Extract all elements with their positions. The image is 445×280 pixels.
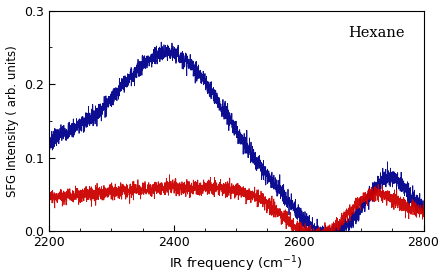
X-axis label: IR frequency (cm$^{-1}$): IR frequency (cm$^{-1}$) <box>170 255 303 274</box>
Y-axis label: SFG Intensity ( arb. units): SFG Intensity ( arb. units) <box>5 45 19 197</box>
Text: Hexane: Hexane <box>348 26 405 40</box>
